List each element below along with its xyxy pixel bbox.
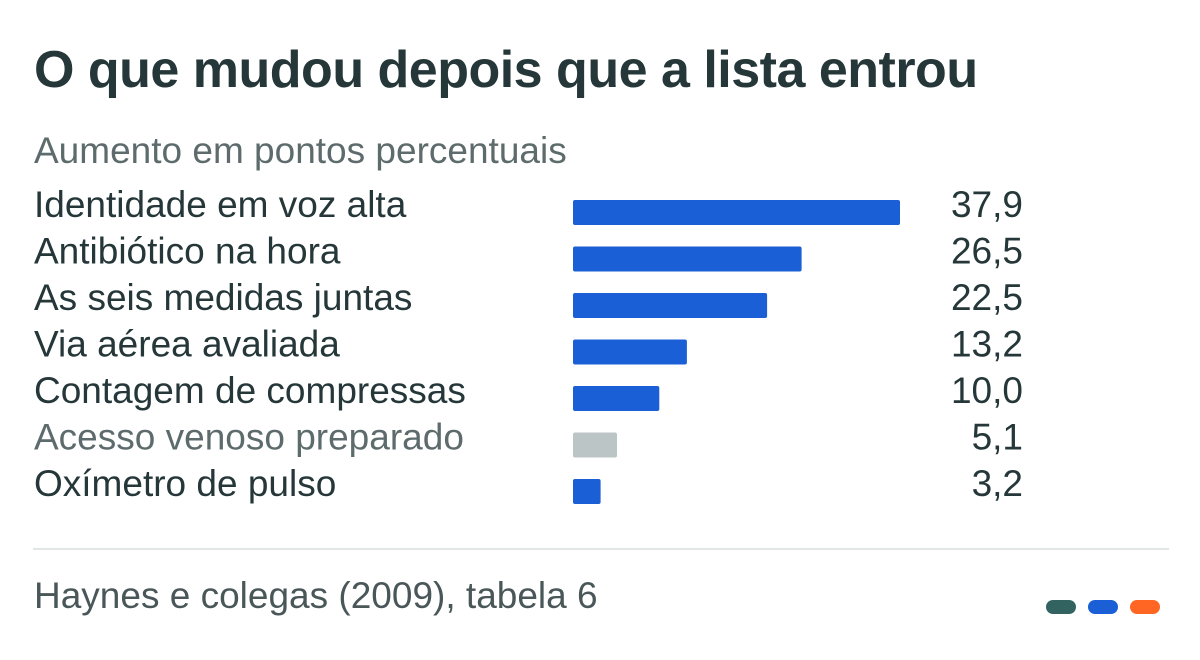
bar — [573, 386, 660, 411]
value-label: 37,9 — [951, 184, 1023, 225]
chart-title: O que mudou depois que a lista entrou — [34, 41, 978, 99]
bar — [573, 479, 601, 504]
dot-teal — [1046, 600, 1076, 614]
value-label: 13,2 — [951, 324, 1023, 365]
category-label: Contagem de compressas — [34, 370, 466, 411]
chart-subtitle: Aumento em pontos percentuais — [34, 130, 567, 171]
dot-blue — [1088, 600, 1118, 614]
bar — [573, 246, 802, 272]
category-label: Identidade em voz alta — [34, 184, 407, 225]
bar-chart: Identidade em voz alta 37,9 Antibiótico na… — [34, 184, 1023, 504]
source-note: Haynes e colegas (2009), tabela 6 — [34, 575, 598, 616]
category-label: Acesso venoso preparado — [34, 417, 464, 458]
divider — [33, 548, 1169, 550]
bar — [573, 432, 617, 458]
bar — [573, 200, 900, 225]
value-label: 22,5 — [951, 277, 1023, 318]
category-label: Via aérea avaliada — [34, 324, 340, 365]
dot-orange — [1130, 600, 1160, 614]
value-label: 5,1 — [972, 417, 1023, 458]
category-label: As seis medidas juntas — [34, 277, 412, 318]
bar — [573, 339, 687, 365]
value-label: 3,2 — [972, 463, 1023, 504]
category-label: Oxímetro de pulso — [34, 463, 336, 504]
value-label: 10,0 — [951, 370, 1023, 411]
value-label: 26,5 — [951, 231, 1023, 272]
bar — [573, 293, 768, 318]
category-label: Antibiótico na hora — [34, 231, 341, 272]
brand-dots — [1046, 600, 1160, 614]
